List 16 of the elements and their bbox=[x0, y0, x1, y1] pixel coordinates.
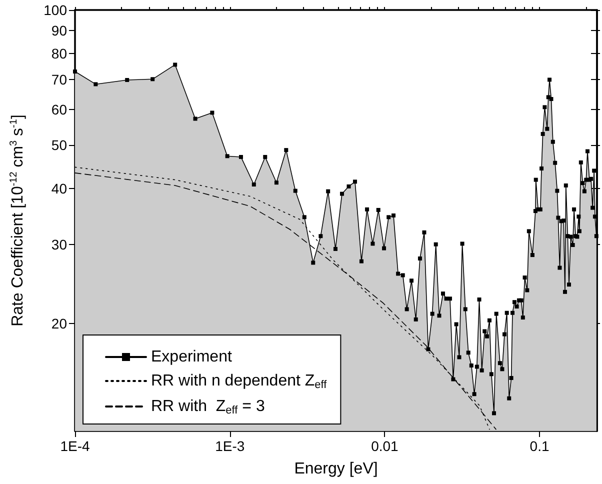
x-tick-label: 1E-3 bbox=[215, 438, 245, 454]
y-tick-label: 50 bbox=[51, 136, 68, 153]
y-axis-title: Rate Coefficient [10-12 cm3 s-1] bbox=[8, 114, 26, 326]
legend-label: Experiment bbox=[151, 348, 232, 366]
y-tick-label: 60 bbox=[51, 101, 68, 118]
y-tick-label: 20 bbox=[51, 315, 68, 332]
x-tick-label: 1E-4 bbox=[60, 438, 90, 454]
y-tick-label: 90 bbox=[51, 22, 68, 39]
x-axis-title: Energy [eV] bbox=[294, 460, 378, 478]
x-tick-label: 0.1 bbox=[530, 438, 550, 454]
x-tick-label: 0.01 bbox=[371, 438, 399, 454]
y-tick-label: 40 bbox=[51, 180, 68, 196]
y-tick-label: 30 bbox=[51, 236, 68, 252]
y-tick-label: 70 bbox=[51, 71, 68, 88]
y-tick-label: 80 bbox=[51, 45, 68, 62]
y-tick-label: 100 bbox=[44, 2, 68, 18]
